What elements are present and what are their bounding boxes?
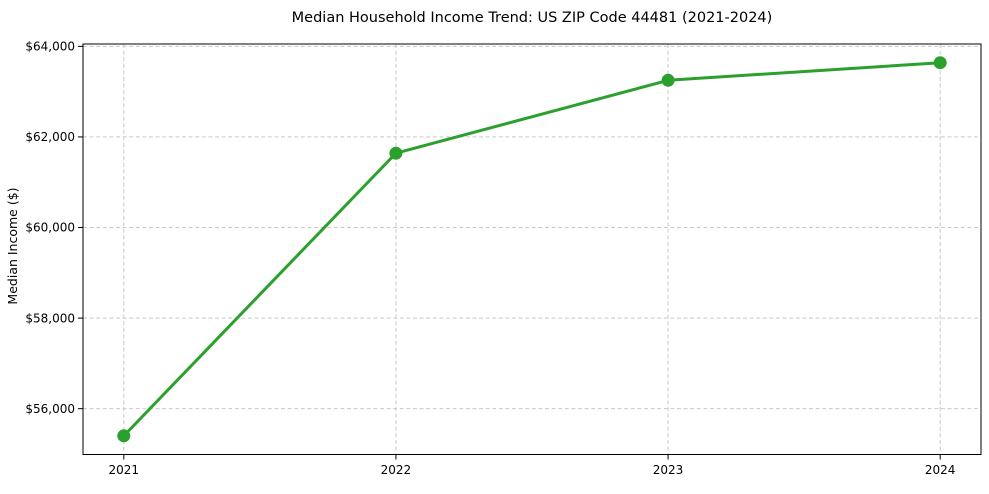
y-tick-label: $62,000 <box>25 130 75 144</box>
y-tick-label: $60,000 <box>25 221 75 235</box>
data-point-2023 <box>661 73 675 87</box>
y-tick-label: $56,000 <box>25 402 75 416</box>
grid-layer <box>83 44 981 455</box>
x-tick-label: 2021 <box>109 463 140 477</box>
y-tick-label: $64,000 <box>25 40 75 54</box>
x-tick-label: 2024 <box>925 463 956 477</box>
data-point-2022 <box>389 146 403 160</box>
chart-title: Median Household Income Trend: US ZIP Co… <box>292 10 773 26</box>
y-axis-label: Median Income ($) <box>5 187 20 304</box>
data-point-2024 <box>933 56 947 70</box>
data-point-2021 <box>117 429 131 443</box>
data-series-layer <box>117 56 947 443</box>
plot-border <box>82 43 982 455</box>
x-tick-label: 2022 <box>381 463 412 477</box>
y-tick-label: $58,000 <box>25 311 75 325</box>
income-trend-line <box>122 61 942 438</box>
axes-layer: $56,000 $58,000 $60,000 $62,000 $64,000 2021 2… <box>25 40 982 477</box>
x-tick-label: 2023 <box>653 463 684 477</box>
